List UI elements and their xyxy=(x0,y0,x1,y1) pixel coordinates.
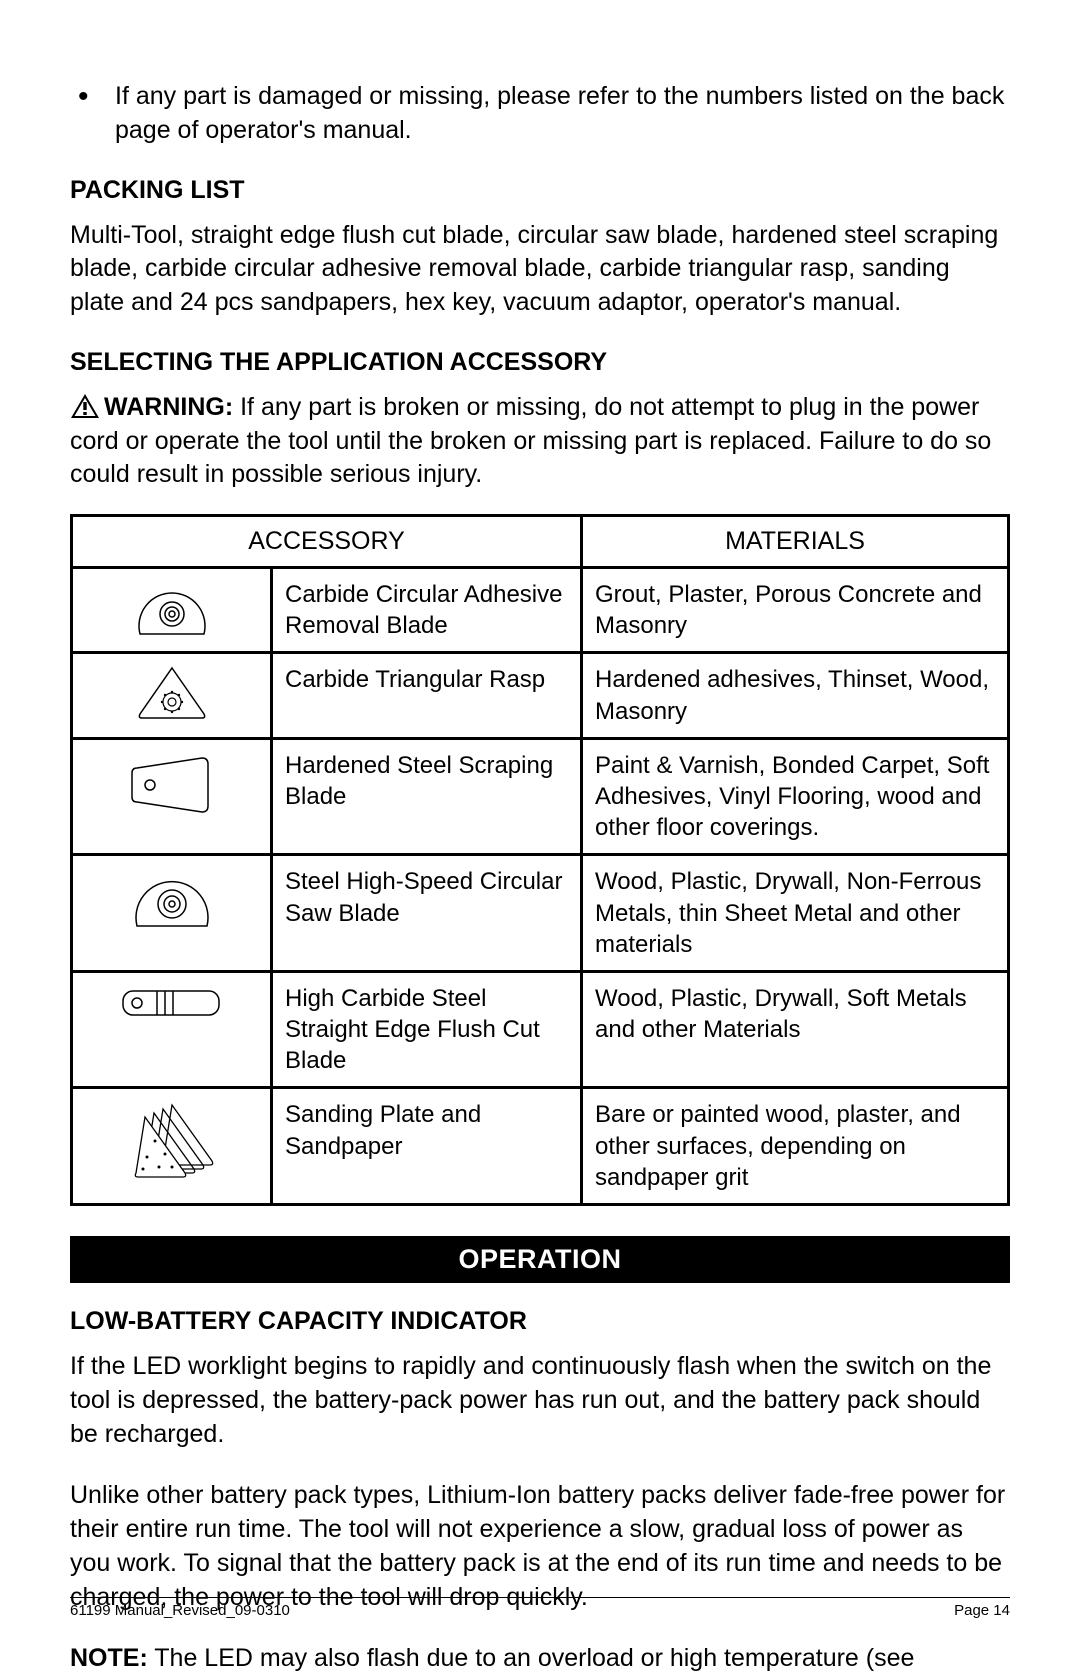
accessory-icon-cell xyxy=(72,1088,272,1205)
damage-bullet: • If any part is damaged or missing, ple… xyxy=(70,80,1010,148)
warning-label: WARNING: xyxy=(104,393,233,421)
operation-note: NOTE: The LED may also flash due to an o… xyxy=(70,1642,1010,1676)
accessory-name: Hardened Steel Scraping Blade xyxy=(272,738,582,855)
low-battery-heading: LOW-BATTERY CAPACITY INDICATOR xyxy=(70,1307,1010,1336)
accessory-icon-cell xyxy=(72,855,272,972)
accessory-icon-cell xyxy=(72,653,272,738)
note-text: The LED may also flash due to an overloa… xyxy=(148,1644,915,1672)
accessory-name: Steel High-Speed Circular Saw Blade xyxy=(272,855,582,972)
operation-banner: OPERATION xyxy=(70,1236,1010,1283)
operation-p1: If the LED worklight begins to rapidly a… xyxy=(70,1350,1010,1451)
accessory-materials: Paint & Varnish, Bonded Carpet, Soft Adh… xyxy=(582,738,1009,855)
accessory-name: Carbide Circular Adhesive Removal Blade xyxy=(272,568,582,653)
scraper-icon xyxy=(122,750,222,820)
warning-icon xyxy=(70,393,100,419)
accessory-icon-cell xyxy=(72,738,272,855)
accessory-icon-cell xyxy=(72,568,272,653)
accessory-name: Carbide Triangular Rasp xyxy=(272,653,582,738)
footer-right: Page 14 xyxy=(954,1602,1010,1619)
table-row: High Carbide Steel Straight Edge Flush C… xyxy=(72,971,1009,1088)
circ-adhesive-icon xyxy=(127,579,217,639)
bullet-dot-icon: • xyxy=(70,80,115,148)
packing-list-heading: PACKING LIST xyxy=(70,176,1010,205)
accessory-materials: Wood, Plastic, Drywall, Soft Metals and … xyxy=(582,971,1009,1088)
operation-p2: Unlike other battery pack types, Lithium… xyxy=(70,1479,1010,1614)
table-header-row: ACCESSORY MATERIALS xyxy=(72,516,1009,568)
table-row: Carbide Triangular Rasp Hardened adhesiv… xyxy=(72,653,1009,738)
col-accessory: ACCESSORY xyxy=(72,516,582,568)
accessory-materials: Wood, Plastic, Drywall, Non-Ferrous Meta… xyxy=(582,855,1009,972)
page-footer: 61199 Manual_Revised_09-0310 Page 14 xyxy=(70,1597,1010,1619)
table-row: Sanding Plate and Sandpaper Bare or pain… xyxy=(72,1088,1009,1205)
note-label: NOTE: xyxy=(70,1644,148,1672)
selecting-heading: SELECTING THE APPLICATION ACCESSORY xyxy=(70,348,1010,377)
accessory-icon-cell xyxy=(72,971,272,1088)
packing-list-text: Multi-Tool, straight edge flush cut blad… xyxy=(70,219,1010,320)
footer-left: 61199 Manual_Revised_09-0310 xyxy=(70,1602,290,1619)
accessory-materials: Bare or painted wood, plaster, and other… xyxy=(582,1088,1009,1205)
circ-saw-icon xyxy=(122,866,222,932)
table-row: Steel High-Speed Circular Saw Blade Wood… xyxy=(72,855,1009,972)
accessory-materials: Hardened adhesives, Thinset, Wood, Mason… xyxy=(582,653,1009,738)
sanding-icon xyxy=(117,1099,227,1179)
accessory-materials: Grout, Plaster, Porous Concrete and Maso… xyxy=(582,568,1009,653)
bullet-text: If any part is damaged or missing, pleas… xyxy=(115,80,1010,148)
accessory-name: High Carbide Steel Straight Edge Flush C… xyxy=(272,971,582,1088)
col-materials: MATERIALS xyxy=(582,516,1009,568)
table-row: Hardened Steel Scraping Blade Paint & Va… xyxy=(72,738,1009,855)
flush-cut-icon xyxy=(117,983,227,1023)
manual-page: • If any part is damaged or missing, ple… xyxy=(0,0,1080,1669)
accessory-name: Sanding Plate and Sandpaper xyxy=(272,1088,582,1205)
tri-rasp-icon xyxy=(132,664,212,722)
warning-block: WARNING: If any part is broken or missin… xyxy=(70,391,1010,492)
table-row: Carbide Circular Adhesive Removal Blade … xyxy=(72,568,1009,653)
accessory-table: ACCESSORY MATERIALS Carbide Circular Adh… xyxy=(70,514,1010,1206)
